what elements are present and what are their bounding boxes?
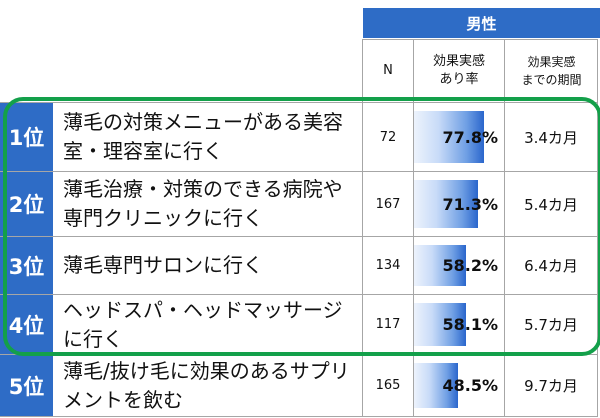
item-label: ヘッドスパ・ヘッドマッサージに行く [63, 297, 343, 351]
rank-label: 2位 [8, 193, 45, 217]
item-label: 薄毛/抜け毛に効果のあるサプリメントを飲む [63, 358, 350, 412]
rate-cell: 58.2% [414, 237, 504, 294]
n-value: 117 [375, 317, 401, 332]
rate-bar [414, 111, 485, 163]
grid-line [504, 39, 505, 417]
item-cell: ヘッドスパ・ヘッドマッサージに行く [53, 295, 362, 354]
grid-line [0, 102, 598, 103]
n-cell: 165 [363, 355, 413, 416]
period-cell: 5.4カ月 [505, 172, 597, 236]
rank-label: 3位 [8, 254, 45, 279]
rank-badge: 5位 [0, 355, 53, 416]
rate-cell: 48.5% [414, 355, 504, 416]
n-value: 167 [375, 196, 401, 212]
item-cell: 薄毛の対策メニューがある美容室・理容室に行く [53, 103, 362, 171]
item-cell: 薄毛/抜け毛に効果のあるサプリメントを飲む [53, 355, 362, 416]
grid-line [0, 416, 598, 417]
period-cell: 3.4カ月 [505, 103, 597, 171]
rate-cell: 71.3% [414, 172, 504, 236]
rate-value: 77.8% [442, 127, 498, 147]
rate-bar [414, 363, 458, 408]
n-cell: 117 [363, 295, 413, 354]
item-label: 薄毛の対策メニューがある美容室・理容室に行く [63, 110, 343, 163]
item-label: 薄毛専門サロンに行く [63, 253, 263, 277]
grid-line [0, 294, 598, 295]
grid-line [597, 39, 598, 417]
item-label: 薄毛治療・対策のできる病院や専門クリニックに行く [63, 177, 343, 230]
header-n-label: N [383, 63, 393, 78]
rate-value: 58.2% [442, 256, 498, 275]
grid-line [0, 236, 598, 237]
rate-cell: 58.1% [414, 295, 504, 354]
period-value: 5.7カ月 [524, 316, 578, 334]
grid-line [362, 39, 363, 417]
group-header-cell: 男性 [363, 8, 600, 38]
rank-label: 4位 [8, 313, 45, 338]
rate-value: 58.1% [442, 315, 498, 334]
period-value: 3.4カ月 [524, 128, 578, 147]
n-value: 72 [379, 129, 397, 145]
n-cell: 134 [363, 237, 413, 294]
rate-value: 48.5% [442, 376, 498, 395]
rank-badge: 3位 [0, 237, 53, 294]
header-period: 効果実感 までの期間 [505, 40, 598, 102]
n-cell: 72 [363, 103, 413, 171]
rank-label: 1位 [8, 126, 45, 150]
n-cell: 167 [363, 172, 413, 236]
period-value: 5.4カ月 [524, 195, 578, 214]
rank-badge: 2位 [0, 172, 53, 236]
rank-badge: 1位 [0, 103, 53, 171]
rate-bar [414, 303, 467, 346]
rank-badge: 4位 [0, 295, 53, 354]
period-cell: 5.7カ月 [505, 295, 597, 354]
header-period-label: 効果実感 までの期間 [521, 55, 582, 87]
item-cell: 薄毛治療・対策のできる病院や専門クリニックに行く [53, 172, 362, 236]
header-rate-label: 効果実感 あり率 [432, 54, 485, 87]
rate-bar [414, 245, 467, 286]
header-n: N [363, 40, 413, 102]
rate-cell: 77.8% [414, 103, 504, 171]
header-rate: 効果実感 あり率 [415, 40, 503, 102]
period-value: 6.4カ月 [524, 257, 578, 275]
period-value: 9.7カ月 [524, 377, 578, 395]
group-header-label: 男性 [466, 14, 497, 33]
grid-line [0, 171, 598, 172]
n-value: 134 [375, 258, 401, 273]
rank-label: 5位 [8, 374, 45, 399]
period-cell: 9.7カ月 [505, 355, 597, 416]
item-cell: 薄毛専門サロンに行く [53, 237, 362, 294]
rate-value: 71.3% [442, 194, 498, 214]
rate-bar [414, 180, 479, 228]
period-cell: 6.4カ月 [505, 237, 597, 294]
grid-line [363, 39, 598, 40]
grid-line [413, 39, 414, 417]
n-value: 165 [375, 378, 401, 393]
